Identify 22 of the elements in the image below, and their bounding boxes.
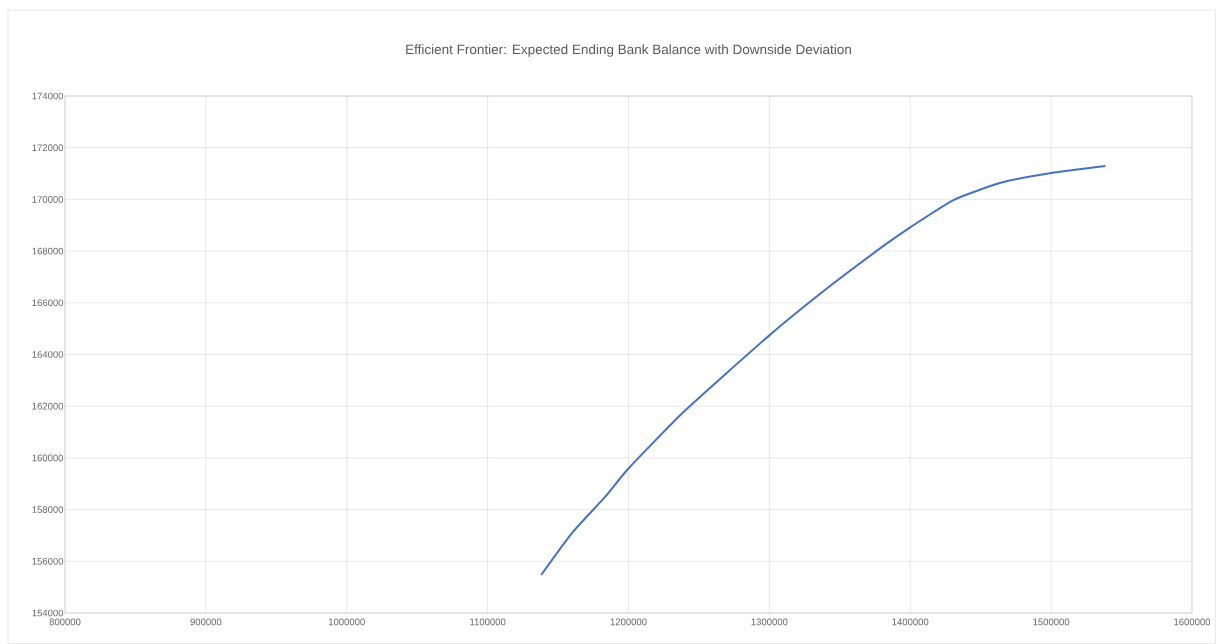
line-series — [540, 165, 1107, 576]
x-tick-label: 1400000 — [892, 618, 929, 626]
x-tick-label: 1100000 — [470, 618, 506, 626]
chart-title: Efficient Frontier: Expected Ending Bank Balance with Downside Deviation — [406, 44, 851, 57]
x-tick-label: 800000 — [49, 618, 81, 626]
y-tick-label: 166000 — [32, 299, 64, 307]
y-tick-label: 162000 — [32, 402, 64, 410]
y-tick-label: 170000 — [32, 196, 64, 203]
x-tick-label: 1200000 — [610, 618, 647, 626]
x-tick-label: 1600000 — [1174, 618, 1211, 626]
x-tick-label: 900000 — [190, 618, 222, 626]
y-tick-label: 156000 — [32, 557, 64, 565]
y-tick-label: 168000 — [32, 247, 64, 255]
x-tick-label: 1000000 — [328, 618, 365, 626]
x-tick-label: 1500000 — [1033, 618, 1070, 626]
y-tick-label: 172000 — [32, 144, 64, 152]
y-tick-label: 154000 — [32, 609, 64, 617]
y-tick-label: 174000 — [32, 92, 64, 100]
y-tick-label: 160000 — [32, 454, 64, 462]
y-tick-label: 158000 — [32, 506, 64, 513]
x-tick-label: 1300000 — [751, 618, 788, 626]
y-tick-label: 164000 — [32, 351, 64, 358]
